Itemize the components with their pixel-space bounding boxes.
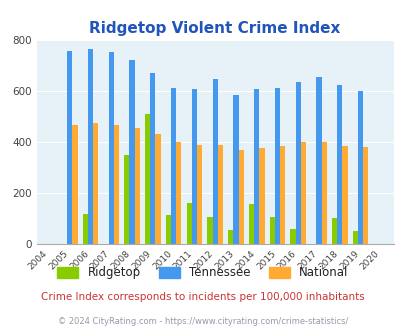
Text: © 2024 CityRating.com - https://www.cityrating.com/crime-statistics/: © 2024 CityRating.com - https://www.city… [58,317,347,326]
Bar [129,60,134,244]
Bar [165,215,171,244]
Bar [238,150,243,244]
Bar [124,155,129,244]
Bar [341,146,347,244]
Bar [269,217,274,244]
Bar [233,95,238,244]
Bar [145,114,150,244]
Bar [228,230,233,244]
Legend: Ridgetop, Tennessee, National: Ridgetop, Tennessee, National [52,262,353,284]
Bar [93,123,98,244]
Bar [150,73,155,244]
Bar [321,143,326,244]
Bar [337,85,341,244]
Bar [331,218,337,244]
Bar [207,217,212,244]
Bar [109,52,114,244]
Bar [300,143,305,244]
Bar [196,145,202,244]
Bar [357,91,362,244]
Bar [134,128,140,244]
Bar [83,214,88,244]
Bar [67,51,72,244]
Text: Crime Index corresponds to incidents per 100,000 inhabitants: Crime Index corresponds to incidents per… [41,292,364,302]
Bar [315,78,321,244]
Bar [254,89,259,244]
Bar [248,204,254,244]
Bar [171,88,176,244]
Bar [88,49,93,244]
Bar [274,88,279,244]
Bar [295,82,300,244]
Bar [290,229,295,244]
Bar [186,203,191,244]
Bar [191,89,196,244]
Bar [212,79,217,244]
Bar [72,125,77,244]
Bar [114,125,119,244]
Bar [217,145,222,244]
Title: Ridgetop Violent Crime Index: Ridgetop Violent Crime Index [89,21,340,36]
Bar [352,231,357,244]
Bar [279,146,285,244]
Bar [176,142,181,244]
Bar [362,147,367,244]
Bar [155,135,160,244]
Bar [259,148,264,244]
